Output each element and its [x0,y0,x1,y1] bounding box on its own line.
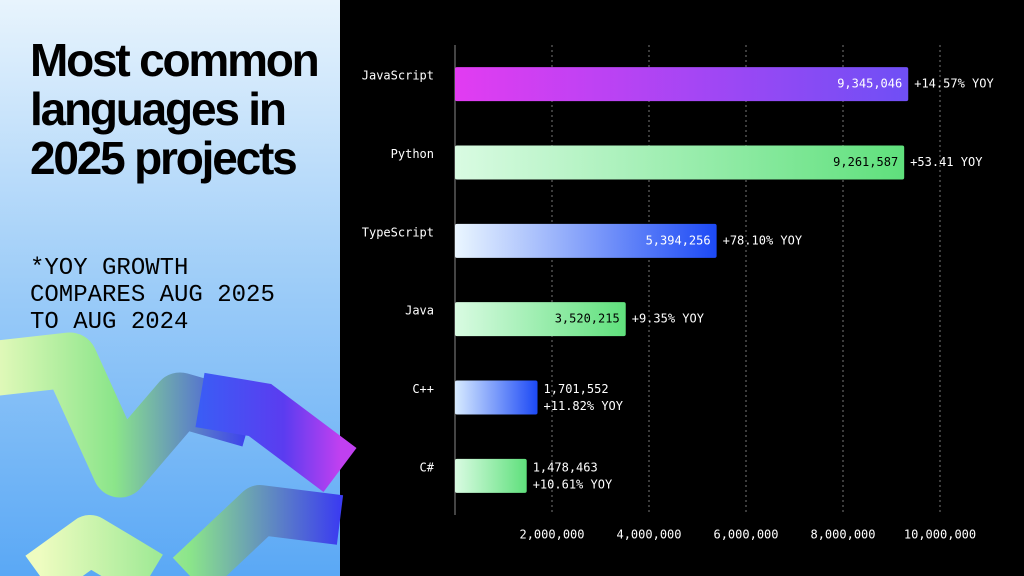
subtitle: *YOY GROWTH COMPARES AUG 2025 TO AUG 202… [30,255,275,336]
value-label: 1,701,552 [544,382,609,396]
bar [455,380,538,415]
category-label: Python [391,147,434,161]
value-label: 9,261,587 [833,155,898,169]
bar [455,458,527,493]
growth-label: +78.10% YOY [723,233,803,247]
bar [455,223,717,258]
x-tick-label: 10,000,000 [904,528,976,542]
bar [455,302,626,337]
value-label: 1,478,463 [533,460,598,474]
category-label: JavaScript [362,69,434,83]
category-label: Java [405,304,434,318]
growth-label: +14.57% YOY [914,77,994,91]
growth-label: +11.82% YOY [544,399,624,413]
decor [25,485,344,576]
category-label: C# [420,460,435,474]
growth-label: +53.41 YOY [910,155,983,169]
x-tick-label: 8,000,000 [810,528,875,542]
value-label: 3,520,215 [555,312,620,326]
bar [455,67,909,102]
growth-label: +9.35% YOY [632,312,705,326]
side-panel [0,0,340,576]
category-label: TypeScript [362,225,434,239]
value-label: 9,345,046 [837,77,902,91]
value-label: 5,394,256 [646,233,711,247]
bar [455,145,905,180]
x-tick-label: 6,000,000 [713,528,778,542]
x-tick-label: 2,000,000 [519,528,584,542]
growth-label: +10.61% YOY [533,477,613,491]
title: Most common languages in 2025 projects [30,34,320,184]
category-label: C++ [412,382,434,396]
decor [195,372,357,492]
x-tick-label: 4,000,000 [616,528,681,542]
